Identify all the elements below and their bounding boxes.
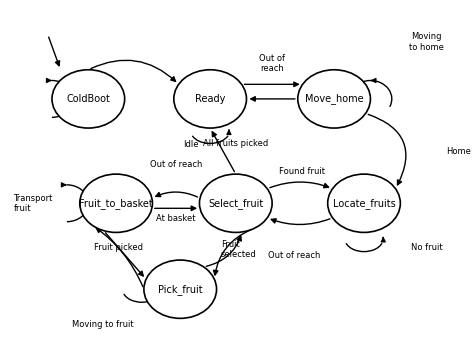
Text: ColdBoot: ColdBoot bbox=[66, 94, 110, 104]
Text: Idle: Idle bbox=[183, 140, 199, 149]
Text: Out of reach: Out of reach bbox=[150, 160, 202, 170]
Text: No fruit: No fruit bbox=[411, 243, 443, 252]
Text: All fruits picked: All fruits picked bbox=[203, 139, 268, 148]
Text: Select_fruit: Select_fruit bbox=[208, 198, 264, 209]
Text: Out of
reach: Out of reach bbox=[259, 54, 285, 73]
Text: Fruit_to_basket: Fruit_to_basket bbox=[79, 198, 153, 209]
Text: Out of reach: Out of reach bbox=[268, 251, 320, 260]
Text: Fruit picked: Fruit picked bbox=[94, 243, 143, 252]
Text: Locate_fruits: Locate_fruits bbox=[333, 198, 395, 209]
Ellipse shape bbox=[174, 70, 246, 128]
Text: Moving to fruit: Moving to fruit bbox=[73, 320, 134, 329]
Text: At basket: At basket bbox=[156, 214, 196, 223]
Ellipse shape bbox=[328, 174, 401, 233]
Ellipse shape bbox=[200, 174, 272, 233]
Ellipse shape bbox=[52, 70, 125, 128]
Text: Ready: Ready bbox=[195, 94, 225, 104]
Text: Found fruit: Found fruit bbox=[279, 166, 325, 176]
Text: Fruit
selected: Fruit selected bbox=[221, 240, 256, 259]
Text: Moving
to home: Moving to home bbox=[409, 33, 444, 52]
Text: Move_home: Move_home bbox=[305, 94, 364, 104]
Ellipse shape bbox=[80, 174, 153, 233]
Ellipse shape bbox=[298, 70, 371, 128]
Text: Home: Home bbox=[446, 146, 471, 156]
Ellipse shape bbox=[144, 260, 217, 318]
Text: Transport
fruit: Transport fruit bbox=[14, 194, 53, 213]
Text: Pick_fruit: Pick_fruit bbox=[158, 284, 202, 295]
